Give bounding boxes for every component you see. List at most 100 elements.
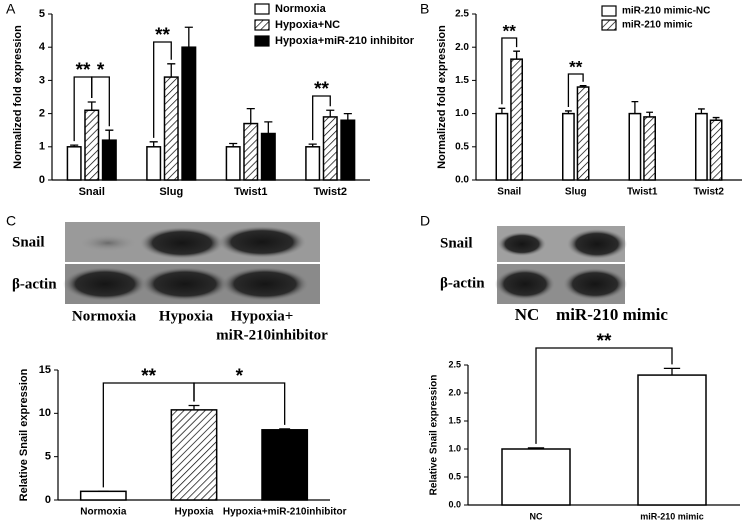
blot-lane-label: miR-210inhibitor: [216, 327, 328, 343]
y-axis-label: Relative Snail expression: [18, 368, 30, 501]
error-bar: [663, 367, 681, 376]
x-tick-label: Twist1: [627, 187, 658, 198]
panel-letter: C: [6, 213, 16, 229]
legend-label: Normoxia: [275, 3, 327, 15]
y-tick-label: 2.5: [455, 9, 469, 20]
significance-label: **: [503, 21, 517, 40]
blot-band: [221, 267, 309, 301]
bar: [694, 112, 708, 181]
bar: [101, 139, 117, 181]
significance-bracket: [153, 41, 172, 138]
y-tick-label: 1.5: [455, 75, 469, 86]
legend-swatch: [254, 3, 270, 15]
bar: [243, 122, 259, 181]
bar: [495, 112, 509, 181]
y-tick-label: 0.0: [448, 499, 461, 509]
bar: [340, 119, 356, 181]
blot-band: [63, 267, 147, 301]
blot-lane-label: Hypoxia+: [231, 308, 294, 324]
significance-bracket: [501, 37, 518, 105]
bar: [709, 119, 723, 181]
x-tick-label: NC: [530, 511, 543, 521]
blot-lane-label: NC: [515, 305, 540, 324]
error-bar: [326, 109, 335, 117]
significance-bracket: [535, 347, 673, 444]
y-tick-label: 5: [39, 8, 45, 20]
significance-bracket: [91, 76, 110, 127]
blot-band: [78, 234, 138, 252]
legend-swatch: [254, 35, 270, 47]
x-tick-label: Normoxia: [80, 507, 127, 518]
panel-letter: A: [6, 1, 16, 17]
blot-lane-label: Hypoxia: [159, 308, 214, 324]
bar: [181, 46, 197, 181]
x-tick-label: miR-210 mimic: [640, 511, 704, 521]
bar: [170, 409, 218, 501]
x-tick-label: Twist2: [694, 187, 725, 198]
error-bar: [167, 63, 176, 78]
blot-lane-label: miR-210 mimic: [556, 305, 668, 324]
x-tick-label: Hypoxia: [175, 507, 214, 518]
blot-band: [495, 268, 555, 300]
blot-d: Snail β-actin NC miR-210 mimic: [440, 226, 668, 324]
bar: [510, 58, 524, 181]
error-bar: [149, 141, 158, 147]
significance-bracket: [312, 95, 331, 141]
y-tick-label: 0: [45, 494, 51, 506]
bar: [84, 109, 100, 181]
x-tick-label: Slug: [565, 187, 587, 198]
x-tick-label: Twist1: [234, 186, 267, 198]
legend-swatch: [254, 19, 270, 31]
y-axis-label: Relative Snail expression: [429, 375, 440, 496]
y-tick-label: 5: [45, 451, 51, 463]
x-tick-label: Slug: [159, 186, 183, 198]
panel-letter: D: [420, 213, 430, 229]
bar: [628, 112, 642, 181]
significance-label: **: [314, 79, 329, 100]
bar: [643, 116, 657, 181]
significance-label: **: [569, 57, 583, 76]
significance-label: *: [97, 60, 105, 81]
y-tick-label: 0.5: [448, 471, 461, 481]
blot-lane-label: Normoxia: [72, 308, 137, 324]
error-bar: [646, 111, 653, 117]
error-bar: [246, 107, 255, 124]
significance-label: *: [236, 366, 244, 387]
legend-swatch: [601, 5, 617, 17]
y-tick-label: 3: [39, 74, 45, 86]
y-tick-label: 1.5: [448, 415, 461, 425]
blot-row-label: Snail: [440, 235, 473, 251]
y-tick-label: 2.5: [448, 359, 461, 369]
bar: [260, 132, 276, 181]
y-tick-label: 0.5: [455, 141, 469, 152]
x-tick-label: Hypoxia+miR-210inhibitor: [223, 507, 347, 518]
legend-label: miR-210 mimic: [622, 20, 693, 31]
y-tick-label: 0: [39, 174, 45, 186]
x-tick-label: Snail: [497, 187, 521, 198]
blot-band: [567, 229, 627, 259]
bar: [637, 374, 707, 506]
panel-letter: B: [420, 1, 429, 17]
bar: [576, 86, 590, 181]
x-tick-label: Twist2: [314, 186, 347, 198]
y-axis-label: Normalized fold expression: [436, 25, 448, 169]
legend-label: Hypoxia+miR-210 inhibitor: [275, 35, 415, 47]
blot-c: Snail β-actin Normoxia Hypoxia Hypoxia+ …: [12, 222, 328, 343]
significance-bracket: [193, 382, 286, 425]
significance-bracket: [567, 73, 584, 107]
error-bar: [105, 129, 114, 141]
significance-label: **: [141, 366, 156, 387]
legend-swatch: [601, 19, 617, 31]
blot-band: [141, 267, 229, 301]
bar: [66, 146, 82, 181]
error-bar: [631, 100, 639, 114]
blot-row-label: Snail: [12, 234, 45, 250]
bar: [261, 429, 309, 501]
bar: [79, 490, 127, 501]
bar: [305, 146, 321, 181]
error-bar: [87, 101, 96, 111]
blot-band: [140, 227, 224, 259]
y-tick-label: 2.0: [448, 387, 461, 397]
blot-row-label: β-actin: [440, 275, 485, 291]
significance-label: **: [76, 60, 91, 81]
